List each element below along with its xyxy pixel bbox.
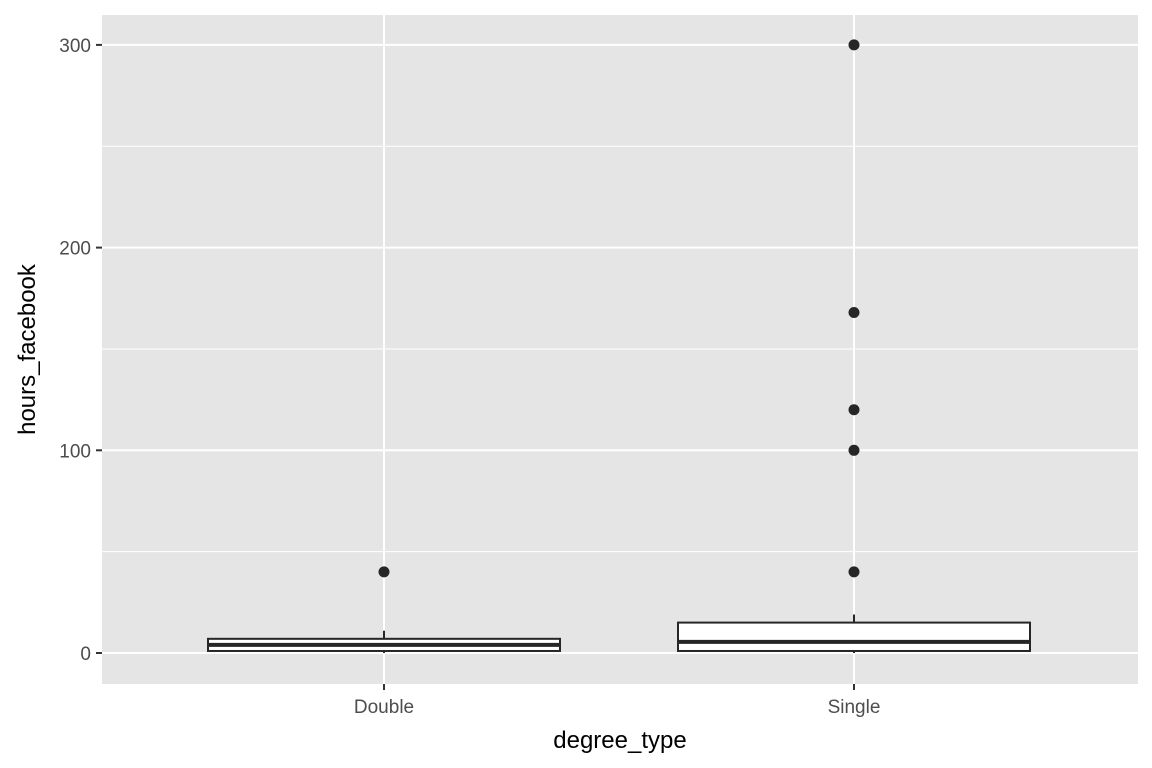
minor-gridlines [102,145,1138,553]
box-single [677,39,1031,653]
y-tick-label: 300 [59,36,91,57]
y-axis-title: hours_facebook [14,263,41,435]
x-tick-label: Double [354,697,414,718]
outlier-point [848,444,860,456]
outlier-point [848,566,860,578]
y-tick-label: 0 [80,644,91,665]
plot-panel [102,15,1138,684]
outlier-point [848,404,860,416]
y-tick-label: 100 [59,441,91,462]
axis-ticks [96,43,855,690]
outlier-point [848,39,860,51]
outlier-point [848,306,860,318]
iqr-box [677,621,1031,652]
box-layer [207,39,1031,653]
y-tick-label: 200 [59,239,91,260]
axis-tick-labels: 0 100 200 300 Double Single [59,36,880,718]
x-axis-title: degree_type [553,727,686,754]
outlier-point [378,566,390,578]
x-tick-label: Single [828,697,881,718]
box-double [207,566,561,653]
